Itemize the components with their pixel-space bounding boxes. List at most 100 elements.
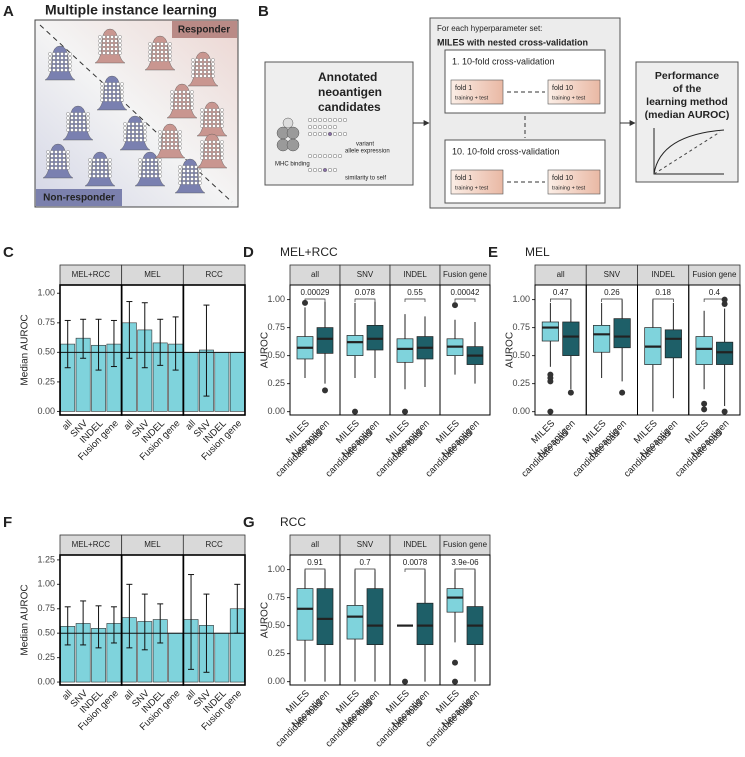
instance-dot: [48, 64, 52, 68]
p-value: 0.00042: [451, 288, 480, 297]
box: [346, 605, 364, 640]
instance-dot: [66, 124, 70, 128]
instance-dot: [195, 74, 199, 78]
p-value: 0.18: [655, 288, 671, 297]
comparison-bracket: [601, 298, 623, 302]
instance-dot: [82, 124, 86, 128]
instance-dot: [108, 162, 112, 166]
instance-dot: [146, 166, 150, 170]
chart-title: RCC: [280, 515, 306, 529]
instance-dot: [199, 70, 203, 74]
instance-dot: [212, 144, 216, 148]
instance-dot: [102, 35, 106, 39]
feature-dot: [317, 124, 323, 130]
fold-detail: training + test: [552, 185, 586, 191]
comparison-bracket: [304, 298, 326, 302]
instance-dot: [98, 43, 102, 47]
instance-dot: [200, 156, 204, 160]
box: [446, 588, 464, 613]
instance-dot: [100, 94, 104, 98]
feature-dot: [312, 117, 318, 123]
instance-dot: [186, 165, 190, 169]
instance-dot: [110, 51, 114, 55]
instance-dot: [127, 122, 131, 126]
instance-dot: [78, 124, 82, 128]
non-responder-tag: [36, 189, 122, 206]
fold-box: [547, 169, 601, 195]
instance-dot: [198, 169, 202, 173]
instance-dot: [194, 177, 198, 181]
mhc-icon: [276, 117, 300, 152]
instance-dot: [190, 102, 194, 106]
comparison-bracket: [703, 298, 725, 302]
bar: [229, 352, 245, 412]
instance-dot: [208, 144, 212, 148]
instance-dot: [204, 120, 208, 124]
instance-dot: [208, 148, 212, 152]
instance-dot: [211, 66, 215, 70]
instance-dot: [158, 162, 162, 166]
instance-dot: [203, 66, 207, 70]
instance-dot: [104, 90, 108, 94]
instance-dot: [152, 46, 156, 50]
instance-dot: [60, 64, 64, 68]
instance-dot: [191, 62, 195, 66]
instance-dot: [212, 116, 216, 120]
instance-dot: [131, 130, 135, 134]
instance-dot: [88, 158, 92, 162]
instance-dot: [211, 74, 215, 78]
bar: [168, 632, 184, 683]
instance-dot: [186, 106, 190, 110]
feature-dot: [337, 131, 343, 137]
instance-dot: [78, 112, 82, 116]
instance-dot: [70, 128, 74, 132]
feature-dot: [312, 153, 318, 159]
instance-dot: [148, 54, 152, 58]
strip-label: INDEL: [403, 270, 427, 279]
comparison-bracket: [354, 568, 376, 572]
instance-dot: [178, 98, 182, 102]
box: [664, 329, 682, 359]
instance-dot: [88, 174, 92, 178]
instance-dot: [142, 174, 146, 178]
bar: [183, 352, 199, 412]
instance-dot: [166, 134, 170, 138]
instance-dot: [204, 116, 208, 120]
cv-blocks: 1. 10-fold cross-validation fold 1 trainin…: [444, 49, 606, 204]
instance-dot: [100, 158, 104, 162]
instance-dot: [200, 108, 204, 112]
instance-dot: [186, 94, 190, 98]
instance-dot: [74, 124, 78, 128]
instance-dot: [92, 158, 96, 162]
instance-dot: [220, 156, 224, 160]
cv-title: 10. 10-fold cross-validation: [452, 146, 560, 156]
instance-dot: [143, 126, 147, 130]
panel-letter: B: [258, 3, 269, 20]
instance-dot: [170, 134, 174, 138]
fold-name: fold 1: [455, 175, 472, 182]
instance-dot: [138, 158, 142, 162]
instance-dot: [199, 62, 203, 66]
instance-dot: [212, 140, 216, 144]
instance-dot: [86, 120, 90, 124]
instance-dot: [174, 138, 178, 142]
instance-dot: [112, 82, 116, 86]
feature-dot: [327, 153, 333, 159]
instance-dot: [46, 162, 50, 166]
panel-a: A Multiple instance learning Responder N…: [3, 2, 239, 208]
instance-dot: [118, 51, 122, 55]
instance-dot: [92, 174, 96, 178]
input-title: Annotated: [318, 70, 377, 84]
instance-dot: [66, 166, 70, 170]
instance-dot: [195, 58, 199, 62]
instance-dot: [152, 42, 156, 46]
instance-dot: [98, 35, 102, 39]
instance-dot: [220, 144, 224, 148]
y-tick-label: 0.25: [512, 378, 530, 388]
instance-dot: [208, 140, 212, 144]
instance-dot: [58, 158, 62, 162]
outlier: [322, 387, 328, 394]
instance-dot: [131, 126, 135, 130]
instance-dot: [178, 181, 182, 185]
instance-dot: [102, 39, 106, 43]
